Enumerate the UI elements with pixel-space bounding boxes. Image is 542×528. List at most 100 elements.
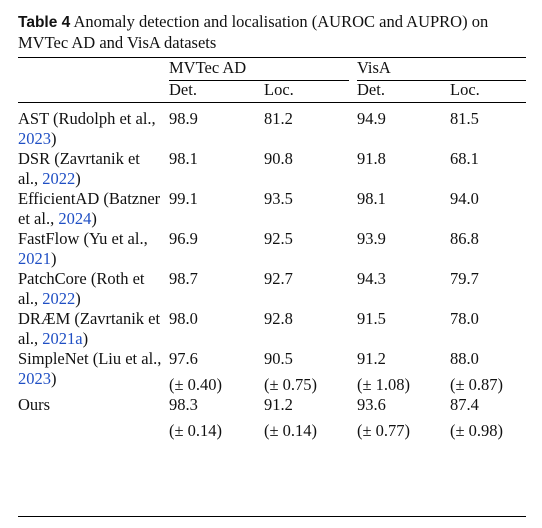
results-table: MVTec AD VisA Det. Loc. Det. Loc. AST (R…	[18, 58, 527, 442]
table-label: Table 4	[18, 14, 71, 31]
method-cell: SimpleNet (Liu et al., 2023)	[18, 349, 169, 395]
value-cell: 68.1	[450, 149, 526, 189]
value-text: 87.4	[450, 395, 479, 414]
value-text: 81.2	[264, 109, 293, 128]
value-cell: 93.5	[264, 189, 357, 229]
citation-link[interactable]: 2021a	[42, 329, 83, 348]
header-group-row: MVTec AD VisA	[18, 58, 527, 81]
citation-close: )	[75, 289, 81, 308]
table-row: FastFlow (Yu et al., 2021) 96.9 92.5 93.9 86…	[18, 229, 526, 269]
value-text: 94.9	[357, 109, 386, 128]
citation-link[interactable]: 2024	[58, 209, 92, 228]
method-name: DSR (Zavrtanik et al.,	[18, 149, 140, 188]
method-name: AST (Rudolph et al.,	[18, 109, 156, 128]
citation-link[interactable]: 2022	[42, 289, 76, 308]
value-cell: 98.3 (± 0.14)	[169, 395, 264, 441]
method-name: DRÆM (Zavrtanik et al.,	[18, 309, 161, 348]
value-text: 92.8	[264, 309, 293, 328]
value-text: 94.0	[450, 189, 479, 208]
bottom-rule	[18, 516, 526, 517]
value-text: 90.8	[264, 149, 293, 168]
citation-link[interactable]: 2023	[18, 129, 51, 148]
header-visa-loc: Loc.	[450, 80, 527, 103]
value-cell: 94.3	[357, 269, 450, 309]
header-group-mvtec: MVTec AD	[169, 58, 357, 81]
std-dev-text: (± 0.14)	[169, 421, 223, 440]
citation-close: )	[51, 369, 57, 388]
value-text: 90.5	[264, 349, 293, 368]
table-row: EfficientAD (Batzner et al., 2024) 99.1 93…	[18, 189, 526, 229]
value-cell: 81.5	[450, 103, 526, 150]
value-text: 98.0	[169, 309, 198, 328]
citation-close: )	[75, 169, 81, 188]
table-row: AST (Rudolph et al., 2023) 98.9 81.2 94.9 81…	[18, 103, 526, 150]
method-name: EfficientAD (Batzner et al.,	[18, 189, 161, 228]
method-name: SimpleNet (Liu et al.,	[18, 349, 162, 368]
value-cell: 98.1	[169, 149, 264, 189]
value-cell: 90.5 (± 0.75)	[264, 349, 357, 395]
value-text: 88.0	[450, 349, 479, 368]
value-cell: 98.7	[169, 269, 264, 309]
std-dev-text: (± 0.75)	[264, 375, 318, 394]
value-cell: 98.0	[169, 309, 264, 349]
method-cell: Ours	[18, 395, 169, 441]
value-cell: 94.0	[450, 189, 526, 229]
std-dev-text: (± 0.77)	[357, 421, 411, 440]
value-text: 86.8	[450, 229, 479, 248]
header-visa-det: Det.	[357, 80, 450, 103]
header-empty-cell	[18, 58, 169, 80]
value-cell: 93.9	[357, 229, 450, 269]
value-text: 81.5	[450, 109, 479, 128]
std-dev-text: (± 0.14)	[264, 421, 318, 440]
value-cell: 91.5	[357, 309, 450, 349]
header-subcolumn-row: Det. Loc. Det. Loc.	[18, 80, 527, 103]
top-rule	[18, 57, 526, 58]
value-text: 92.7	[264, 269, 293, 288]
value-cell: 98.1	[357, 189, 450, 229]
caption-text: Anomaly detection and localisation (AURO…	[18, 12, 489, 52]
value-cell: 91.2 (± 1.08)	[357, 349, 450, 395]
std-dev-text: (± 0.98)	[450, 421, 504, 440]
value-cell: 91.2 (± 0.14)	[264, 395, 357, 441]
table-row: SimpleNet (Liu et al., 2023) 97.6 (± 0.40)…	[18, 349, 526, 395]
value-text: 98.1	[169, 149, 198, 168]
citation-link[interactable]: 2023	[18, 369, 51, 388]
table-row: PatchCore (Roth et al., 2022) 98.7 92.7 94.…	[18, 269, 526, 309]
header-mvtec-loc: Loc.	[264, 80, 357, 103]
table-row: DSR (Zavrtanik et al., 2022) 98.1 90.8 91.8…	[18, 149, 526, 189]
value-text: 91.8	[357, 149, 386, 168]
value-cell: 90.8	[264, 149, 357, 189]
value-text: 91.2	[357, 349, 386, 368]
value-cell: 91.8	[357, 149, 450, 189]
method-cell: DRÆM (Zavrtanik et al., 2021a)	[18, 309, 169, 349]
value-text: 91.5	[357, 309, 386, 328]
value-text: 93.9	[357, 229, 386, 248]
table-row: DRÆM (Zavrtanik et al., 2021a) 98.0 92.8 91…	[18, 309, 526, 349]
value-text: 92.5	[264, 229, 293, 248]
citation-close: )	[51, 249, 57, 268]
value-text: 94.3	[357, 269, 386, 288]
value-cell: 88.0 (± 0.87)	[450, 349, 526, 395]
std-dev-text: (± 1.08)	[357, 375, 411, 394]
method-cell: EfficientAD (Batzner et al., 2024)	[18, 189, 169, 229]
value-cell: 96.9	[169, 229, 264, 269]
value-cell: 94.9	[357, 103, 450, 150]
citation-link[interactable]: 2022	[42, 169, 76, 188]
method-name: Ours	[18, 395, 51, 414]
method-cell: PatchCore (Roth et al., 2022)	[18, 269, 169, 309]
value-text: 99.1	[169, 189, 198, 208]
method-cell: AST (Rudolph et al., 2023)	[18, 103, 169, 150]
value-cell: 81.2	[264, 103, 357, 150]
value-text: 97.6	[169, 349, 198, 368]
citation-link[interactable]: 2021	[18, 249, 51, 268]
table-body: AST (Rudolph et al., 2023) 98.9 81.2 94.9 81…	[18, 103, 526, 442]
value-cell: 98.9	[169, 103, 264, 150]
value-text: 93.5	[264, 189, 293, 208]
value-cell: 92.5	[264, 229, 357, 269]
table-row: Ours 98.3 (± 0.14) 91.2 (± 0.14) 93.6 (± 0.77)…	[18, 395, 526, 441]
std-dev-text: (± 0.40)	[169, 375, 223, 394]
citation-close: )	[91, 209, 97, 228]
value-cell: 92.7	[264, 269, 357, 309]
value-cell: 78.0	[450, 309, 526, 349]
table-caption: Table 4 Anomaly detection and localisati…	[18, 12, 530, 53]
